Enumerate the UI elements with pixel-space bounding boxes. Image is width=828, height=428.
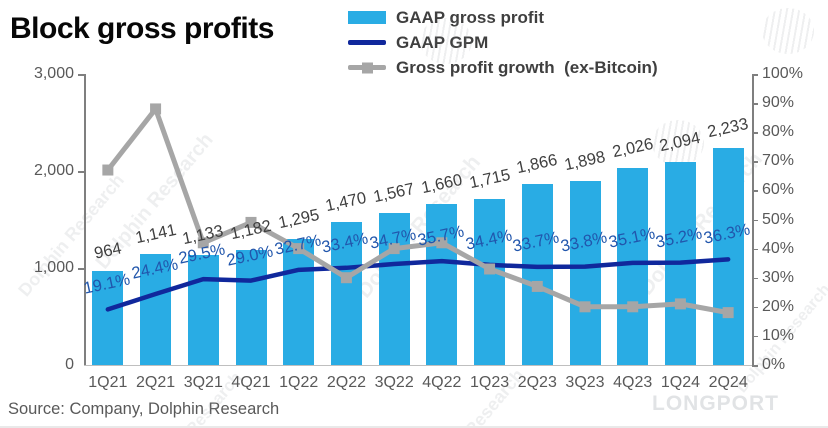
y-axis-left-tick — [78, 74, 84, 76]
y-axis-right-tick — [752, 132, 758, 134]
bar-value-label: 2,026 — [610, 135, 655, 162]
y-axis-right-tick — [752, 219, 758, 221]
y-axis-right-label: 20% — [762, 297, 795, 315]
y-axis-right-label: 100% — [762, 65, 803, 82]
x-axis-label: 4Q21 — [231, 374, 271, 391]
y-axis-right-label: 60% — [762, 181, 795, 199]
x-axis-label: 1Q23 — [469, 374, 510, 391]
growth-marker — [150, 103, 162, 115]
y-axis-right-tick — [752, 365, 758, 367]
bar — [521, 183, 553, 365]
bar — [664, 161, 696, 365]
x-axis-label: 4Q22 — [422, 374, 462, 391]
legend-item-gpm: GAAP GPM — [348, 30, 658, 55]
chart-title: Block gross profits — [10, 12, 274, 45]
x-axis-label: 1Q21 — [88, 374, 128, 391]
x-axis-label: 1Q24 — [660, 374, 700, 391]
y-axis-right-tick — [752, 103, 758, 105]
bar-value-label: 1,470 — [324, 189, 369, 216]
y-axis-right-label: 90% — [762, 94, 795, 112]
legend-item-growth: Gross profit growth (ex-Bitcoin) — [348, 55, 658, 80]
x-axis-baseline — [84, 365, 752, 366]
y-axis-left — [84, 74, 86, 365]
y-axis-right-label: 0% — [762, 356, 786, 373]
bar-value-label: 1,182 — [228, 217, 273, 244]
bar-value-label: 1,898 — [562, 147, 607, 174]
bar-value-label: 1,141 — [133, 221, 178, 248]
bar-value-label: 2,094 — [658, 128, 703, 155]
x-axis-label: 2Q24 — [708, 374, 748, 391]
bar-value-label: 1,567 — [371, 179, 417, 207]
bar-value-label: 964 — [92, 239, 124, 264]
y-axis-right-label: 40% — [762, 239, 795, 257]
y-axis-right-tick — [752, 306, 758, 309]
x-axis-label: 2Q22 — [326, 374, 366, 391]
gpm-value-label: 35.2% — [654, 223, 705, 252]
gpm-value-label: 32.7% — [272, 231, 323, 259]
logo-hatch-watermark — [762, 8, 814, 54]
y-axis-right-tick — [752, 248, 758, 251]
bar-value-label: 1,866 — [515, 150, 560, 178]
x-axis-label: 2Q21 — [135, 374, 176, 391]
bar-value-label: 1,715 — [467, 165, 512, 192]
x-axis-label: 4Q23 — [613, 374, 653, 391]
bar-swatch-icon — [348, 11, 388, 24]
bar — [474, 198, 506, 365]
y-axis-left-tick — [78, 268, 84, 270]
y-axis-right-label: 70% — [762, 152, 795, 170]
y-axis-right-tick — [752, 277, 758, 280]
gpm-value-label: 35.1% — [606, 224, 657, 252]
bar-value-label: 1,660 — [419, 170, 464, 198]
y-axis-right-label: 30% — [762, 268, 795, 286]
legend-label: Gross profit growth (ex-Bitcoin) — [396, 57, 658, 77]
bar — [617, 168, 649, 365]
bar-value-label: 2,233 — [705, 115, 751, 142]
x-axis-label: 2Q23 — [517, 374, 557, 391]
y-axis-right-tick — [752, 335, 758, 338]
y-axis-left-label: 2,000 — [33, 162, 74, 179]
x-axis-label: 1Q22 — [279, 374, 319, 391]
y-axis-right-label: 80% — [762, 123, 795, 141]
x-axis-label: 3Q21 — [183, 374, 223, 391]
bar — [569, 180, 601, 365]
bar — [283, 239, 315, 365]
y-axis-right-tick — [752, 74, 758, 76]
y-axis-left-label: 1,000 — [33, 259, 74, 276]
line-swatch-icon — [348, 40, 388, 45]
y-axis-left-tick — [78, 171, 84, 173]
bar-value-label: 1,295 — [276, 206, 321, 233]
y-axis-right-label: 10% — [762, 326, 795, 344]
y-axis-left-label: 0 — [65, 356, 74, 373]
y-axis-right-tick — [752, 190, 758, 192]
gpm-value-label: 33.8% — [559, 227, 609, 256]
bar — [712, 148, 744, 365]
gpm-value-label: 34.4% — [463, 226, 514, 254]
research-watermark: Dolphin Research — [352, 150, 486, 303]
legend-label: GAAP GPM — [396, 32, 489, 52]
gpm-value-label: 29.0% — [225, 241, 275, 270]
line-square-swatch-icon — [348, 62, 388, 73]
legend-item-gross-profit: GAAP gross profit — [348, 5, 658, 30]
growth-marker — [102, 164, 114, 176]
x-axis-label: 3Q22 — [374, 374, 414, 391]
bar — [187, 255, 219, 365]
x-axis-label: 3Q23 — [565, 374, 605, 391]
y-axis-right-tick — [752, 161, 758, 163]
legend-label: GAAP gross profit — [396, 7, 544, 27]
y-axis-right-label: 50% — [762, 210, 795, 228]
brand-watermark: LONGPORT — [652, 392, 779, 415]
y-axis-left-label: 3,000 — [33, 65, 74, 82]
legend: GAAP gross profit GAAP GPM Gross profit … — [348, 5, 658, 80]
source-note: Source: Company, Dolphin Research — [8, 400, 280, 418]
